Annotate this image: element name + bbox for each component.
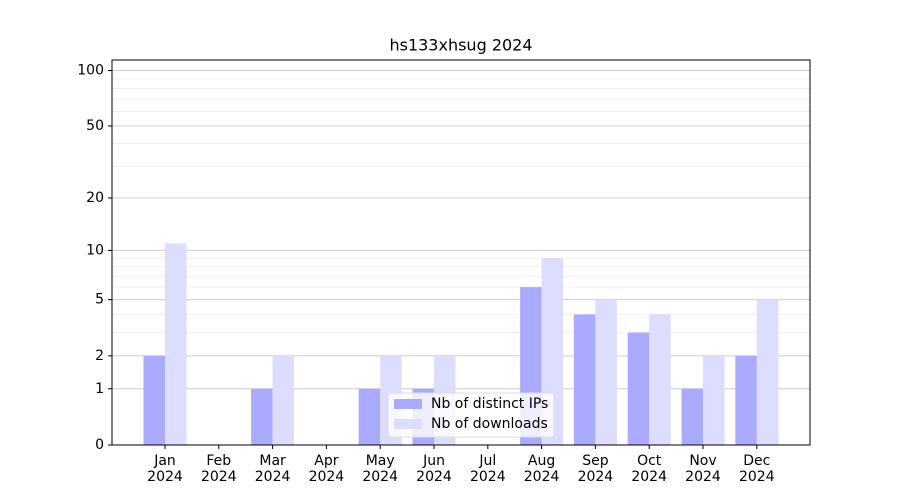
bar	[143, 355, 165, 445]
legend-label: Nb of distinct IPs	[431, 396, 548, 412]
x-tick-label: Nov 2024	[685, 453, 721, 485]
bar	[735, 355, 757, 445]
bar	[272, 355, 295, 445]
x-tick-label: Jun 2024	[416, 453, 452, 485]
bar	[627, 332, 650, 445]
bar	[573, 314, 596, 445]
x-tick-label: Oct 2024	[631, 453, 667, 485]
legend-swatch	[394, 399, 422, 409]
legend-box	[387, 392, 555, 438]
bar	[595, 299, 617, 445]
y-tick-label: 2	[95, 348, 104, 364]
x-tick-label: Feb 2024	[200, 453, 237, 485]
x-tick-label: May 2024	[362, 453, 398, 485]
y-tick-label: 20	[86, 190, 104, 206]
y-tick-label: 10	[86, 242, 104, 258]
bar	[756, 299, 779, 445]
bar	[649, 314, 671, 445]
legend-swatch	[394, 419, 422, 429]
y-tick-label: 5	[95, 292, 104, 308]
x-tick-label: Aug 2024	[523, 453, 560, 485]
legend-label: Nb of downloads	[431, 416, 548, 432]
x-tick-label: Mar 2024	[254, 453, 291, 485]
bar	[165, 243, 187, 445]
x-tick-label: Sep 2024	[577, 453, 614, 485]
bar	[681, 388, 703, 445]
y-tick-label: 0	[95, 437, 104, 453]
y-tick-label: 100	[77, 63, 104, 79]
y-tick-label: 1	[95, 381, 104, 397]
y-tick-label: 50	[86, 118, 104, 134]
legend: Nb of distinct IPs Nb of downloads	[387, 392, 555, 438]
x-tick-label: Jan 2024	[147, 453, 183, 485]
bar	[251, 388, 273, 445]
x-tick-label: Jul 2024	[469, 453, 506, 485]
plot-frame	[111, 59, 811, 446]
chart-title: hs133xhsug 2024	[389, 36, 532, 55]
bar	[358, 388, 381, 445]
x-tick-label: Dec 2024	[738, 453, 775, 485]
bar	[703, 355, 725, 445]
x-tick-label: Apr 2024	[308, 453, 345, 485]
